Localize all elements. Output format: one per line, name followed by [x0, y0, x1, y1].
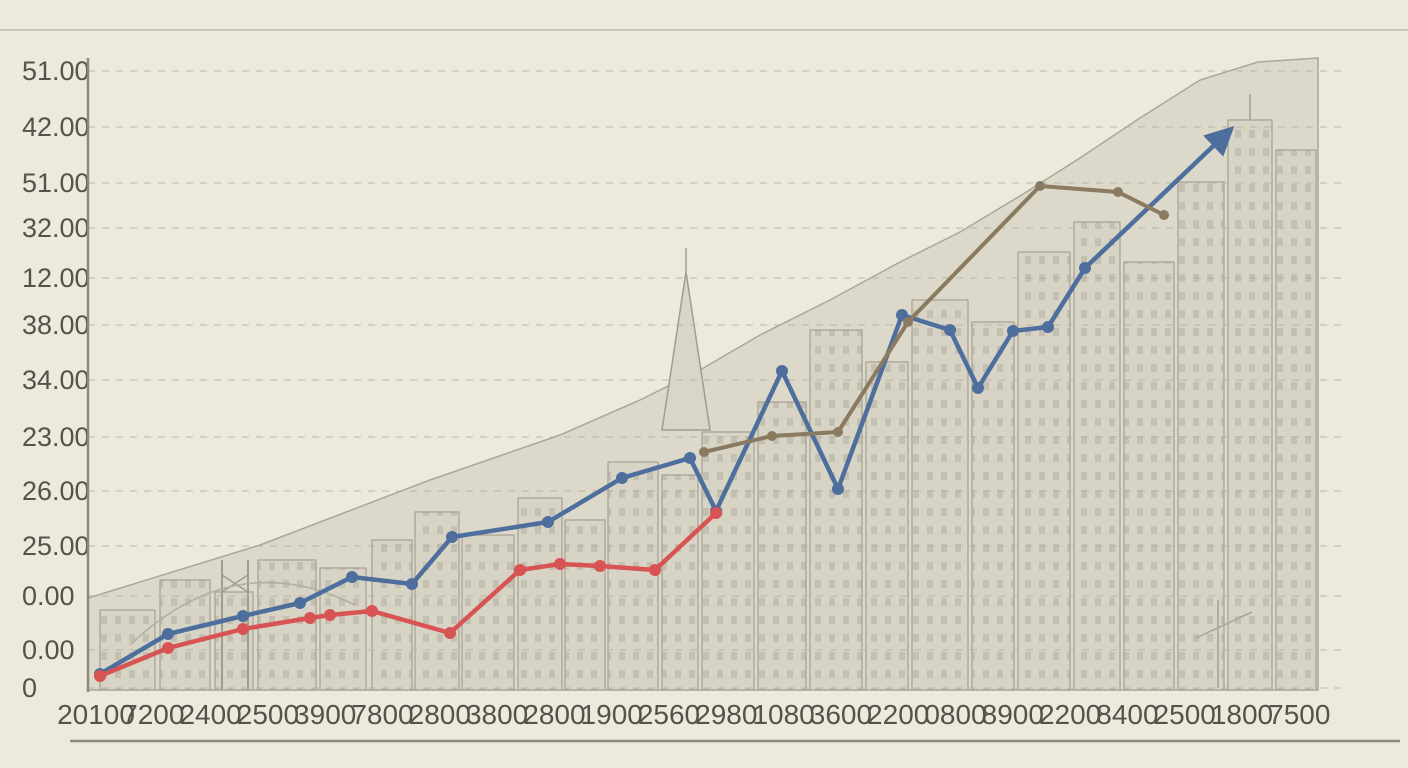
building	[911, 299, 969, 691]
x-tick-label: 7500	[1268, 699, 1330, 730]
x-tick-label: 2200	[867, 699, 929, 730]
blue-trend-line	[97, 125, 1235, 677]
brown-trend-marker	[1113, 187, 1123, 197]
y-tick-label: 42.00	[22, 112, 90, 142]
red-trend-series	[94, 507, 722, 682]
y-tick-label: 0.00	[22, 635, 75, 665]
x-tick-label: 7800	[351, 699, 413, 730]
x-tick-label: 8400	[1096, 699, 1158, 730]
y-tick-label: 38.00	[22, 310, 90, 340]
red-trend-marker	[366, 605, 378, 617]
red-trend-marker	[554, 558, 566, 570]
red-trend-marker	[94, 670, 106, 682]
x-tick-label: 3600	[810, 699, 872, 730]
x-tick-label: 1900	[581, 699, 643, 730]
bridge-brace	[221, 574, 249, 593]
y-tick-label: 34.00	[22, 365, 90, 395]
blue-trend-marker	[684, 452, 696, 464]
red-trend-marker	[237, 623, 249, 635]
building	[1177, 181, 1225, 691]
pyramid-spire	[661, 271, 711, 431]
blue-trend-marker	[1042, 321, 1054, 333]
blue-trend-marker	[1079, 262, 1091, 274]
blue-trend-marker	[1007, 325, 1019, 337]
y-tick-label: 26.00	[22, 476, 90, 506]
building	[865, 361, 909, 691]
x-tick-label: 2800	[409, 699, 471, 730]
building	[319, 567, 367, 691]
blue-trend-marker	[406, 578, 418, 590]
y-tick-label: 0.00	[22, 581, 75, 611]
building	[607, 461, 659, 691]
blue-trend-marker	[972, 382, 984, 394]
building	[1227, 119, 1273, 691]
building	[1073, 221, 1121, 691]
blue-trend-marker	[944, 324, 956, 336]
building	[1275, 149, 1317, 691]
x-tick-label: 1800	[1211, 699, 1273, 730]
blue-trend-marker	[346, 571, 358, 583]
y-tick-label: 23.00	[22, 422, 90, 452]
brown-trend-marker	[767, 431, 777, 441]
x-tick-label: 2500	[1154, 699, 1216, 730]
blue-trend-marker	[832, 483, 844, 495]
building	[1123, 261, 1175, 691]
y-tick-label: 12.00	[22, 263, 90, 293]
blue-trend-marker	[294, 597, 306, 609]
red-trend-marker	[594, 560, 606, 572]
blue-trend-marker	[616, 472, 628, 484]
y-tick-label: 25.00	[22, 531, 90, 561]
x-tick-label: 7200	[122, 699, 184, 730]
building	[1017, 251, 1071, 691]
building	[517, 497, 563, 691]
x-tick-label: 2800	[523, 699, 585, 730]
y-tick-label: 51.00	[22, 56, 90, 86]
red-trend-marker	[304, 612, 316, 624]
red-trend-marker	[162, 642, 174, 654]
x-tick-label: 2500	[237, 699, 299, 730]
building	[661, 474, 699, 691]
red-trend-marker	[649, 564, 661, 576]
brown-trend-marker	[1159, 210, 1169, 220]
x-axis-labels: 2010072002400250039007800280038002800190…	[57, 699, 1330, 730]
y-tick-label: 0	[22, 673, 37, 703]
x-tick-label: 0800	[924, 699, 986, 730]
crane-jib	[1195, 611, 1253, 639]
red-trend-line	[97, 510, 719, 679]
building	[701, 431, 755, 691]
brown-trend-marker	[903, 317, 913, 327]
x-tick-label: 20100	[57, 699, 135, 730]
x-tick-label: 2200	[1039, 699, 1101, 730]
x-tick-label: 3800	[466, 699, 528, 730]
blue-trend-marker	[446, 531, 458, 543]
brown-trend-series	[699, 181, 1169, 457]
y-axis-labels: 51.00 42.00 51.00 32.00 12.00 38.00 34.00 23.00…	[22, 56, 90, 703]
blue-trend-marker	[237, 610, 249, 622]
red-trend-marker	[444, 627, 456, 639]
x-tick-label: 3900	[294, 699, 356, 730]
red-trend-marker	[514, 564, 526, 576]
blue-trend-marker	[776, 365, 788, 377]
brown-trend-marker	[833, 427, 843, 437]
building	[971, 321, 1015, 691]
x-tick-label: 8900	[982, 699, 1044, 730]
blue-trend-marker	[542, 516, 554, 528]
blue-trend-marker	[162, 628, 174, 640]
y-tick-label: 32.00	[22, 213, 90, 243]
building	[809, 329, 863, 691]
x-tick-label: 1080	[752, 699, 814, 730]
red-trend-marker	[324, 609, 336, 621]
brown-trend-marker	[1035, 181, 1045, 191]
red-trend-marker	[710, 507, 722, 519]
x-tick-label: 2400	[179, 699, 241, 730]
y-tick-label: 51.00	[22, 168, 90, 198]
brown-trend-marker	[699, 447, 709, 457]
x-tick-label: 2560	[638, 699, 700, 730]
building	[564, 519, 606, 691]
x-tick-label: 2980	[695, 699, 757, 730]
